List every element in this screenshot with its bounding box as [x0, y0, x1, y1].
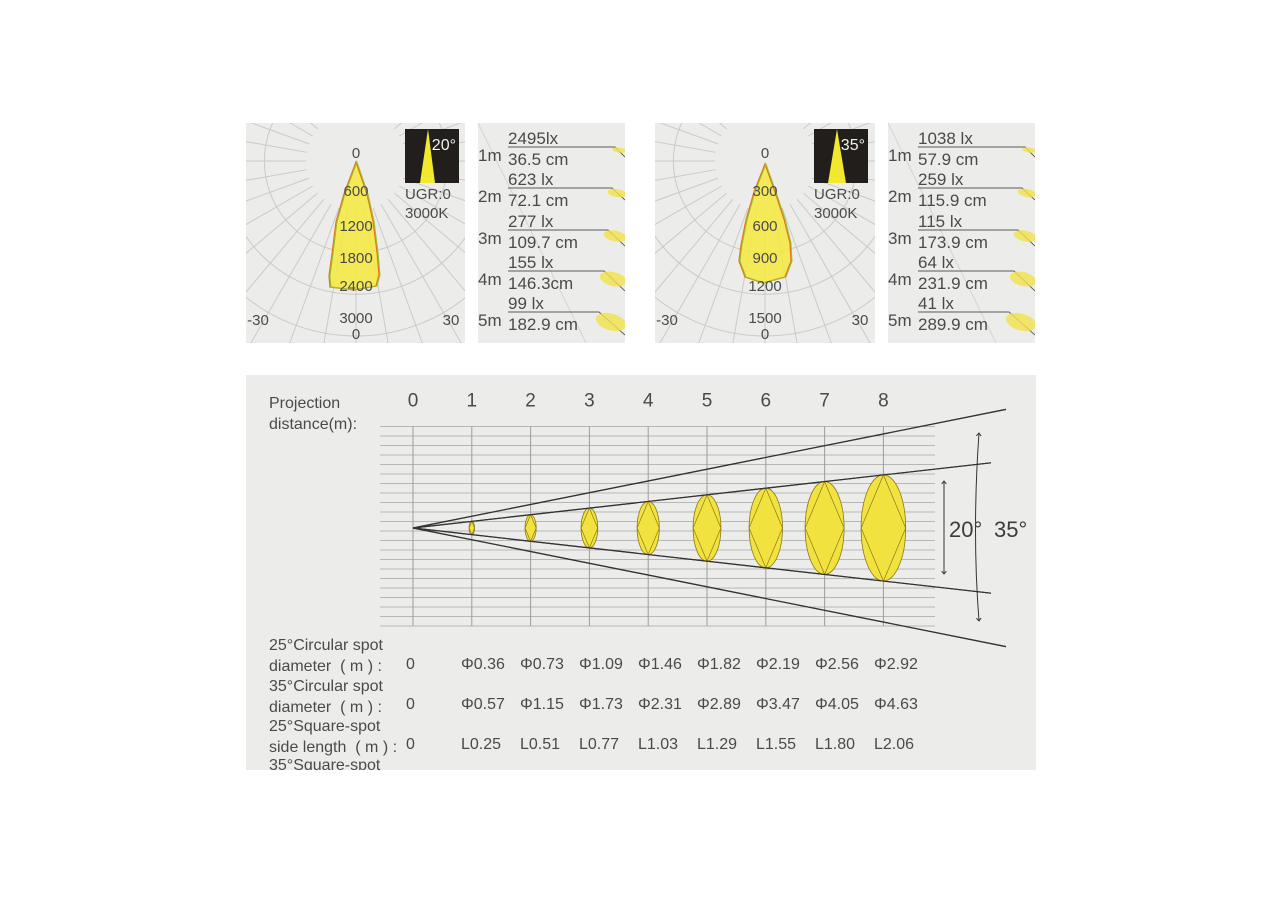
svg-text:900: 900 — [752, 250, 777, 267]
svg-text:30: 30 — [443, 312, 460, 329]
svg-text:0: 0 — [761, 326, 769, 343]
svg-text:35°: 35° — [841, 137, 865, 154]
svg-text:-30: -30 — [656, 312, 678, 329]
svg-text:20°: 20° — [949, 517, 982, 542]
svg-text:300: 300 — [752, 183, 777, 200]
svg-text:0: 0 — [408, 391, 419, 412]
svg-text:7: 7 — [819, 391, 830, 412]
svg-text:3: 3 — [584, 391, 595, 412]
svg-text:4: 4 — [643, 391, 654, 412]
svg-text:35°: 35° — [994, 517, 1027, 542]
svg-text:2: 2 — [525, 391, 536, 412]
svg-text:0: 0 — [761, 145, 769, 162]
svg-text:-30: -30 — [247, 312, 269, 329]
svg-text:600: 600 — [343, 183, 368, 200]
svg-text:2400: 2400 — [339, 278, 372, 295]
svg-text:6: 6 — [761, 391, 772, 412]
svg-text:30: 30 — [852, 312, 869, 329]
svg-text:600: 600 — [752, 218, 777, 235]
svg-text:1200: 1200 — [748, 278, 781, 295]
svg-text:3000: 3000 — [339, 310, 372, 327]
svg-text:1: 1 — [467, 391, 478, 412]
svg-text:20°: 20° — [432, 137, 456, 154]
svg-text:0: 0 — [352, 145, 360, 162]
svg-text:8: 8 — [878, 391, 889, 412]
svg-text:5: 5 — [702, 391, 713, 412]
svg-text:1500: 1500 — [748, 310, 781, 327]
svg-text:0: 0 — [352, 326, 360, 343]
svg-text:1800: 1800 — [339, 250, 372, 267]
svg-text:1200: 1200 — [339, 218, 372, 235]
